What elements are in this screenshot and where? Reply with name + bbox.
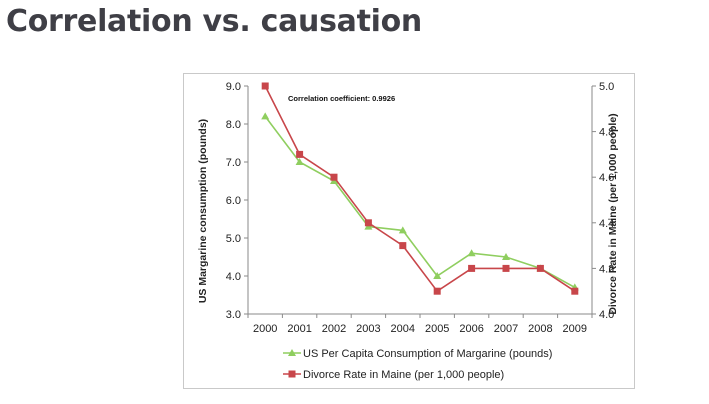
right-tick-label: 4.0 (599, 309, 614, 321)
slide-title: Correlation vs. causation (6, 4, 422, 39)
right-tick-label: 4.2 (599, 263, 614, 275)
x-tick-label: 2005 (425, 323, 449, 335)
x-tick-label: 2008 (528, 323, 552, 335)
x-tick-label: 2000 (253, 323, 277, 335)
left-tick-label: 8.0 (226, 119, 241, 131)
left-tick-label: 4.0 (226, 271, 241, 283)
data-point (502, 264, 510, 272)
series-layer (261, 82, 579, 295)
x-tick-label: 2004 (391, 323, 415, 335)
data-point (467, 249, 476, 257)
legend: US Per Capita Consumption of Margarine (… (283, 348, 552, 381)
x-tick-label: 2001 (287, 323, 311, 335)
plot-area-axes (247, 86, 593, 315)
data-point (261, 112, 270, 120)
right-tick-label: 4.4 (599, 218, 614, 230)
data-point (502, 253, 510, 260)
data-point (399, 242, 407, 250)
data-point (295, 158, 304, 165)
data-point (468, 264, 476, 272)
x-tick-label: 2003 (356, 323, 380, 335)
series-line (264, 115, 576, 289)
legend-label-divorce: Divorce Rate in Maine (per 1,000 people) (303, 369, 504, 381)
right-tick-label: 5.0 (599, 81, 614, 93)
legend-marker-margarine (288, 349, 296, 356)
legend-item-divorce: Divorce Rate in Maine (per 1,000 people) (283, 369, 504, 381)
right-axis-title: Divorce Rate in Maine (per 1,000 people) (607, 113, 619, 314)
legend-label-margarine: US Per Capita Consumption of Margarine (… (303, 348, 552, 360)
left-tick-label: 6.0 (226, 195, 241, 207)
left-tick-label: 5.0 (226, 233, 241, 245)
right-tick-label: 4.8 (599, 127, 614, 139)
data-point (571, 287, 579, 295)
left-tick-label: 9.0 (226, 81, 241, 93)
correlation-annotation: Correlation coefficient: 0.9926 (288, 94, 395, 103)
x-axis: 2000 2001 2002 2003 2004 2005 2006 2007 2008 2009 (247, 314, 593, 335)
chart-frame: 3.0 4.0 5.0 6.0 7.0 8.0 9.0 4.0 4.2 4.4 4.6 4.8 5.0… (183, 73, 635, 389)
x-tick-label: 2002 (322, 323, 346, 335)
data-point (433, 287, 441, 295)
left-y-axis: 3.0 4.0 5.0 6.0 7.0 8.0 9.0 (226, 81, 248, 321)
x-tick-label: 2007 (494, 323, 518, 335)
data-point (296, 150, 304, 158)
x-tick-label: 2006 (459, 323, 483, 335)
series-margarine (261, 112, 579, 291)
left-tick-label: 7.0 (226, 157, 241, 169)
left-tick-label: 3.0 (226, 309, 241, 321)
data-point (536, 264, 544, 272)
x-tick-label: 2009 (563, 323, 587, 335)
data-point (330, 173, 338, 181)
data-point (364, 219, 372, 227)
series-divorce (261, 82, 579, 295)
legend-marker-divorce (288, 370, 296, 378)
data-point (261, 82, 269, 90)
right-tick-label: 4.6 (599, 172, 614, 184)
legend-item-margarine: US Per Capita Consumption of Margarine (… (283, 348, 552, 360)
data-point (398, 226, 407, 234)
left-axis-title: US Margarine consumption (pounds) (197, 119, 209, 303)
margarine-divorce-chart: 3.0 4.0 5.0 6.0 7.0 8.0 9.0 4.0 4.2 4.4 4.6 4.8 5.0… (197, 81, 619, 381)
series-line (264, 85, 576, 293)
right-y-axis: 4.0 4.2 4.4 4.6 4.8 5.0 (592, 81, 614, 321)
data-point (433, 272, 442, 279)
